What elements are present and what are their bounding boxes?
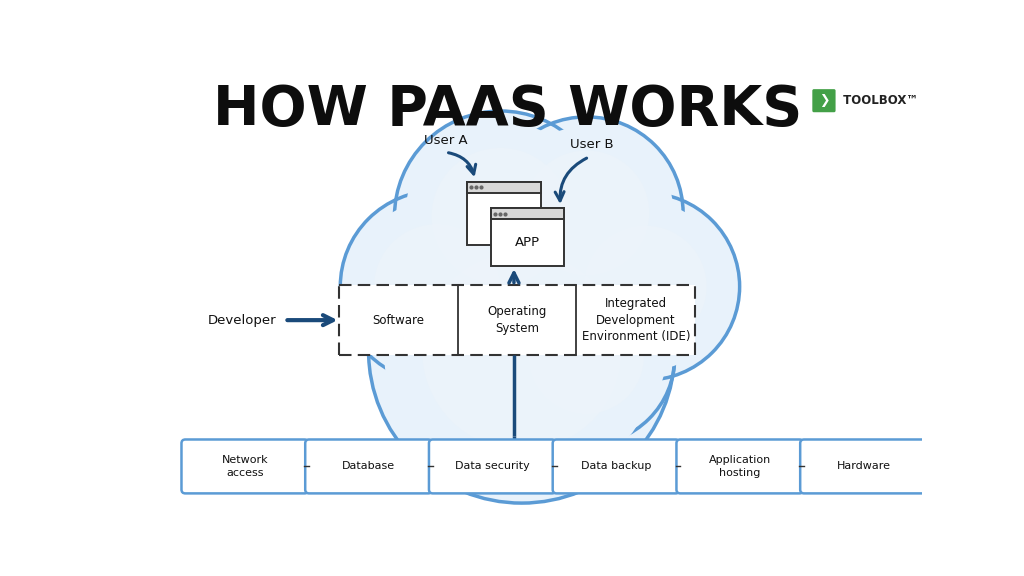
Text: Developer: Developer bbox=[208, 314, 276, 327]
FancyBboxPatch shape bbox=[467, 181, 541, 245]
Circle shape bbox=[523, 150, 649, 275]
Circle shape bbox=[394, 111, 606, 321]
Circle shape bbox=[422, 252, 622, 450]
Text: ❯: ❯ bbox=[819, 94, 829, 107]
Circle shape bbox=[529, 300, 644, 414]
Circle shape bbox=[384, 214, 659, 488]
Text: Operating
System: Operating System bbox=[487, 305, 547, 335]
Text: Data backup: Data backup bbox=[581, 461, 651, 471]
FancyBboxPatch shape bbox=[339, 286, 695, 355]
Text: Network
access: Network access bbox=[221, 455, 268, 478]
FancyBboxPatch shape bbox=[812, 89, 836, 112]
Circle shape bbox=[507, 278, 666, 436]
Text: Software: Software bbox=[372, 314, 424, 327]
Circle shape bbox=[350, 200, 524, 373]
Text: HOW PAAS WORKS: HOW PAAS WORKS bbox=[213, 83, 803, 137]
FancyBboxPatch shape bbox=[677, 439, 803, 494]
FancyBboxPatch shape bbox=[490, 209, 564, 219]
FancyBboxPatch shape bbox=[553, 439, 680, 494]
FancyBboxPatch shape bbox=[490, 209, 564, 266]
FancyBboxPatch shape bbox=[800, 439, 927, 494]
Text: APP: APP bbox=[492, 213, 517, 225]
Text: User A: User A bbox=[424, 134, 468, 147]
FancyBboxPatch shape bbox=[429, 439, 556, 494]
Circle shape bbox=[584, 226, 707, 347]
Circle shape bbox=[500, 127, 674, 299]
Text: Data security: Data security bbox=[455, 461, 529, 471]
Text: User B: User B bbox=[569, 138, 613, 151]
Circle shape bbox=[560, 202, 730, 371]
Circle shape bbox=[374, 224, 500, 349]
Circle shape bbox=[340, 191, 534, 382]
Circle shape bbox=[551, 193, 739, 380]
FancyBboxPatch shape bbox=[181, 439, 308, 494]
Text: TOOLBOX™: TOOLBOX™ bbox=[840, 94, 919, 107]
Circle shape bbox=[406, 122, 596, 311]
Text: Database: Database bbox=[342, 461, 395, 471]
FancyBboxPatch shape bbox=[305, 439, 432, 494]
Text: Integrated
Development
Environment (IDE): Integrated Development Environment (IDE) bbox=[582, 297, 690, 343]
Circle shape bbox=[369, 199, 675, 503]
Text: Hardware: Hardware bbox=[837, 461, 891, 471]
Text: Application
hosting: Application hosting bbox=[709, 455, 771, 478]
Circle shape bbox=[431, 148, 569, 285]
FancyBboxPatch shape bbox=[467, 181, 541, 193]
Text: APP: APP bbox=[515, 236, 540, 249]
Circle shape bbox=[498, 269, 675, 445]
Circle shape bbox=[489, 117, 683, 309]
